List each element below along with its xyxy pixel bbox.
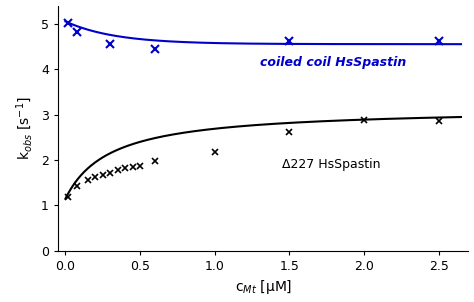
- Y-axis label: k$_{obs}$ [s$^{-1}$]: k$_{obs}$ [s$^{-1}$]: [15, 96, 36, 160]
- Text: coiled coil HsSpastin: coiled coil HsSpastin: [259, 56, 406, 69]
- X-axis label: c$_{Mt}$ [μM]: c$_{Mt}$ [μM]: [235, 278, 292, 297]
- Text: Δ227 HsSpastin: Δ227 HsSpastin: [282, 158, 381, 171]
